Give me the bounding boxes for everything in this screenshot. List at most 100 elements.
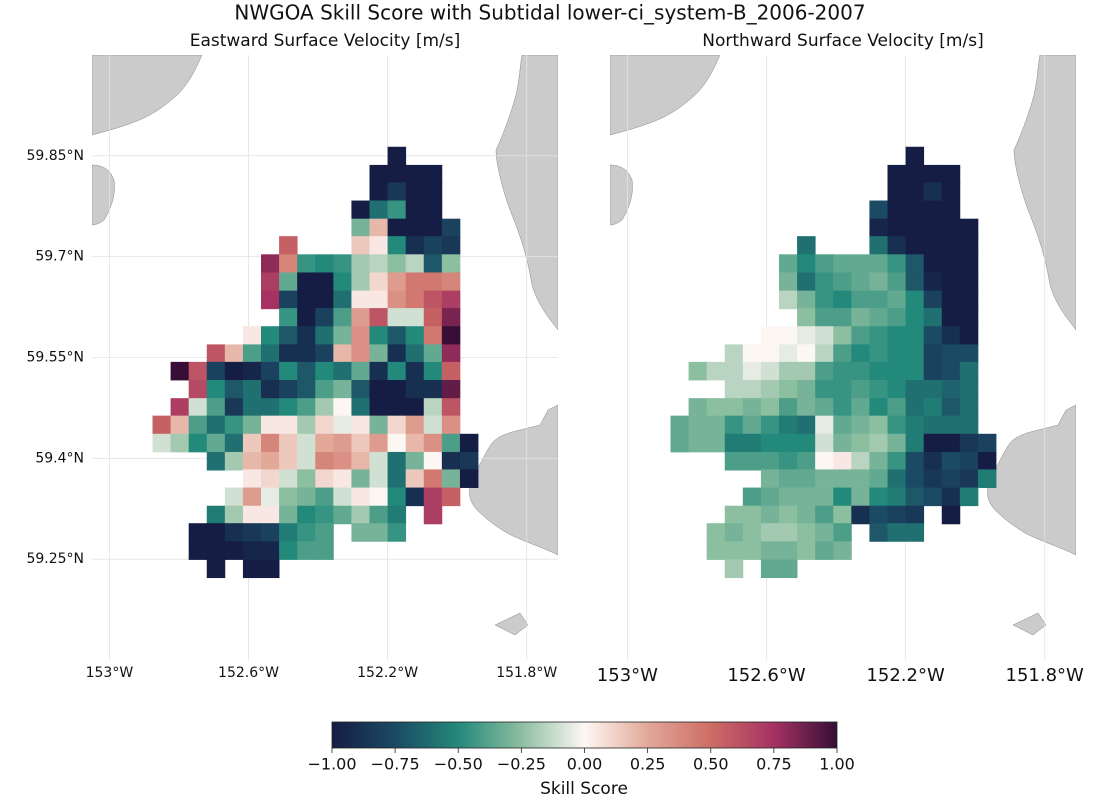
heatmap-cell xyxy=(242,559,262,579)
heatmap-cell xyxy=(387,290,407,310)
x-tick-label: 151.8°W xyxy=(1006,665,1085,686)
heatmap-cell xyxy=(869,218,888,238)
heatmap-cell xyxy=(351,451,370,471)
heatmap-cell xyxy=(459,451,479,471)
heatmap-cell xyxy=(887,236,906,255)
heatmap-cell xyxy=(387,415,407,435)
heatmap-cell xyxy=(170,433,190,453)
heatmap-cell xyxy=(333,290,352,310)
heatmap-cell xyxy=(261,290,280,310)
heatmap-cell xyxy=(279,433,298,453)
heatmap-cell xyxy=(887,200,906,220)
heatmap-cell xyxy=(851,272,870,292)
heatmap-cell xyxy=(760,559,780,579)
heatmap-cell xyxy=(959,344,979,363)
heatmap-cell xyxy=(333,469,352,488)
heatmap-cell xyxy=(760,469,780,488)
heatmap-cell xyxy=(815,290,834,310)
heatmap-cell xyxy=(188,361,208,381)
heatmap-cell xyxy=(815,398,834,417)
heatmap-cell xyxy=(279,505,298,525)
heatmap-cell xyxy=(887,469,906,488)
heatmap-cell xyxy=(351,290,370,310)
heatmap-cell xyxy=(760,451,780,471)
heatmap-cell xyxy=(387,523,407,542)
heatmap-cell xyxy=(224,415,244,435)
heatmap-cell xyxy=(369,523,388,542)
heatmap-cell xyxy=(887,361,906,381)
heatmap-cell xyxy=(797,308,816,327)
heatmap-cell xyxy=(887,380,906,399)
heatmap-cell xyxy=(869,290,888,310)
heatmap-cell xyxy=(779,433,798,453)
heatmap-cell xyxy=(333,272,352,292)
heatmap-cell xyxy=(369,236,388,255)
heatmap-cell xyxy=(206,415,226,435)
heatmap-cell xyxy=(923,164,943,184)
heatmap-cell xyxy=(405,344,425,363)
heatmap-cell xyxy=(333,398,352,417)
heatmap-cell xyxy=(423,344,443,363)
heatmap-cell xyxy=(405,218,425,238)
heatmap-cell xyxy=(405,308,425,327)
heatmap-cell xyxy=(905,469,925,488)
heatmap-cell xyxy=(387,254,407,273)
heatmap-cell xyxy=(923,272,943,292)
heatmap-cell xyxy=(959,487,979,507)
heatmap-cell xyxy=(279,361,298,381)
heatmap-cell xyxy=(441,236,461,255)
heatmap-cell xyxy=(224,541,244,560)
heatmap-cell xyxy=(206,380,226,399)
heatmap-cell xyxy=(797,254,816,273)
heatmap-cell xyxy=(887,272,906,292)
heatmap-cell xyxy=(670,415,689,435)
heatmap-cell xyxy=(869,451,888,471)
heatmap-cell xyxy=(423,272,443,292)
heatmap-cell xyxy=(405,164,425,184)
heatmap-cell xyxy=(905,415,925,435)
heatmap-cell xyxy=(959,218,979,238)
heatmap-cell xyxy=(333,361,352,381)
heatmap-cell xyxy=(387,218,407,238)
heatmap-cell xyxy=(224,380,244,399)
heatmap-cell xyxy=(297,505,316,525)
heatmap-cell xyxy=(351,308,370,327)
heatmap-cell xyxy=(833,398,852,417)
panel-title: Northward Surface Velocity [m/s] xyxy=(702,31,983,51)
heatmap-cell xyxy=(923,361,943,381)
heatmap-cell xyxy=(297,290,316,310)
heatmap-cell xyxy=(333,344,352,363)
heatmap-cell xyxy=(959,236,979,255)
heatmap-cell xyxy=(369,487,388,507)
heatmap-cell xyxy=(706,433,726,453)
heatmap-cell xyxy=(887,164,906,184)
heatmap-cell xyxy=(297,433,316,453)
heatmap-cell xyxy=(724,380,744,399)
heatmap-cell xyxy=(887,326,906,345)
colorbar-tick-label: −1.00 xyxy=(307,755,356,774)
heatmap-cell xyxy=(851,290,870,310)
heatmap-cell xyxy=(941,344,961,363)
heatmap-cell xyxy=(242,469,262,488)
heatmap-cell xyxy=(779,505,798,525)
heatmap-cell xyxy=(369,344,388,363)
heatmap-cell xyxy=(206,361,226,381)
heatmap-cell xyxy=(923,254,943,273)
heatmap-cell xyxy=(170,415,190,435)
heatmap-cell xyxy=(815,415,834,435)
heatmap-cell xyxy=(297,272,316,292)
heatmap-cell xyxy=(279,380,298,399)
heatmap-cell xyxy=(905,487,925,507)
heatmap-cell xyxy=(869,487,888,507)
heatmap-cell xyxy=(333,308,352,327)
heatmap-cell xyxy=(369,398,388,417)
heatmap-cell xyxy=(242,487,262,507)
colorbar-label: Skill Score xyxy=(540,779,628,799)
heatmap-cell xyxy=(887,398,906,417)
heatmap-cell xyxy=(887,505,906,525)
heatmap-cell xyxy=(423,164,443,184)
heatmap-cell xyxy=(905,146,925,166)
heatmap-cell xyxy=(423,433,443,453)
heatmap-cell xyxy=(905,326,925,345)
